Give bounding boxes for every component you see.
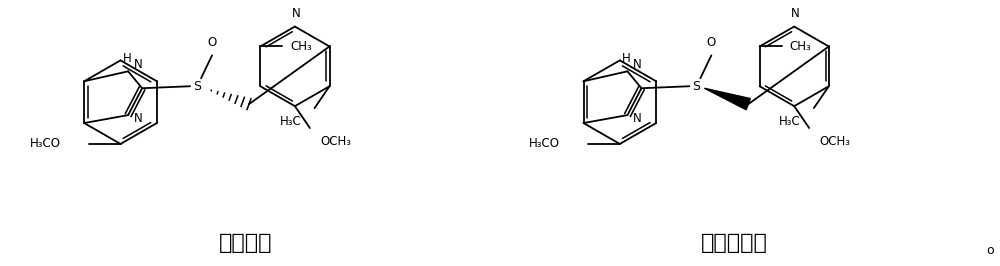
Text: O: O	[707, 36, 716, 49]
Text: S: S	[193, 80, 201, 93]
Text: o: o	[987, 244, 994, 257]
Text: N: N	[791, 7, 800, 20]
Text: H: H	[123, 52, 132, 65]
Text: H₃C: H₃C	[779, 115, 801, 128]
Text: H₃CO: H₃CO	[30, 138, 61, 151]
Text: N: N	[134, 58, 143, 71]
Text: 埃索美拉唑: 埃索美拉唑	[701, 233, 768, 253]
Text: N: N	[292, 7, 300, 20]
Text: OCH₃: OCH₃	[819, 135, 850, 148]
Text: CH₃: CH₃	[790, 40, 811, 53]
Text: H: H	[622, 52, 631, 65]
Text: 奥美拉唑: 奥美拉唑	[219, 233, 272, 253]
Text: CH₃: CH₃	[290, 40, 312, 53]
Text: N: N	[633, 58, 642, 71]
Text: S: S	[692, 80, 700, 93]
Text: H₃C: H₃C	[280, 115, 302, 128]
Text: OCH₃: OCH₃	[320, 135, 351, 148]
Text: N: N	[633, 111, 642, 124]
Text: H₃CO: H₃CO	[529, 138, 560, 151]
Text: O: O	[207, 36, 217, 49]
Polygon shape	[704, 88, 750, 110]
Text: N: N	[134, 111, 143, 124]
